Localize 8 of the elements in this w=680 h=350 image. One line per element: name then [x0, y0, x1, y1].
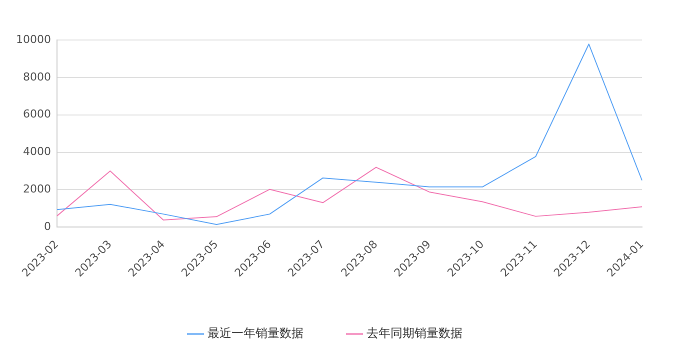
y-tick-label: 0: [44, 220, 51, 234]
y-tick-label: 8000: [22, 70, 51, 84]
y-tick-label: 2000: [22, 182, 51, 196]
legend-label: 去年同期销量数据: [366, 326, 462, 340]
y-tick-label: 10000: [16, 32, 51, 46]
y-tick-label: 6000: [22, 108, 51, 121]
y-tick-label: 4000: [22, 145, 51, 158]
legend-label: 最近一年销量数据: [208, 326, 304, 340]
